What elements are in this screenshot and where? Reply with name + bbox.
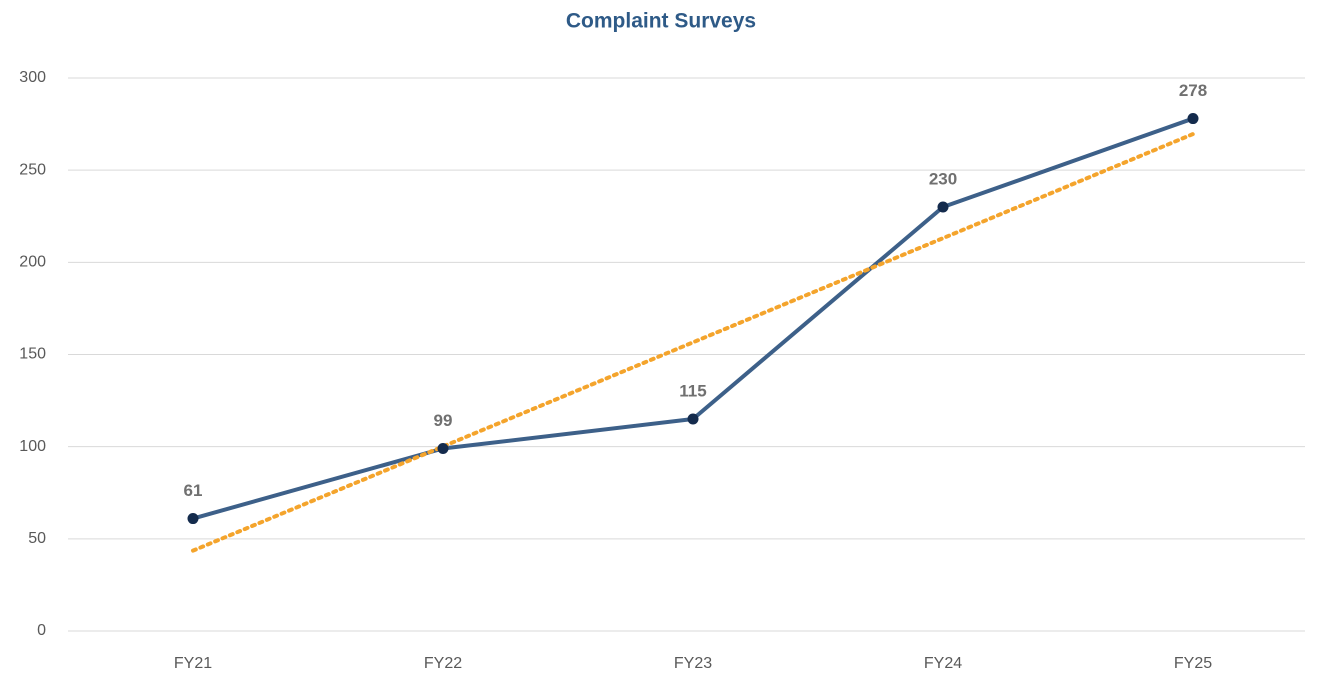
x-tick-label: FY25 [1174,655,1212,672]
data-label: 61 [184,481,203,500]
x-tick-label: FY22 [424,655,462,672]
chart-title: Complaint Surveys [566,10,756,33]
trendline [191,132,1195,553]
y-tick-label: 100 [19,438,46,455]
x-tick-label: FY24 [924,655,962,672]
marker [687,413,699,425]
y-tick-label: 0 [37,622,46,639]
marker [437,443,449,455]
y-tick-label: 300 [19,69,46,86]
y-tick-label: 150 [19,346,46,363]
y-tick-label: 50 [28,530,46,547]
data-label: 115 [679,382,706,401]
x-tick-label: FY23 [674,655,712,672]
data-label: 230 [929,170,957,189]
data-label: 278 [1179,81,1207,100]
marker [187,513,199,525]
marker [1187,113,1199,125]
series-line [192,116,1194,521]
y-tick-label: 250 [19,161,46,178]
y-tick-label: 200 [19,254,46,271]
x-tick-label: FY21 [174,655,212,672]
marker [937,201,949,213]
data-label: 99 [434,411,453,430]
